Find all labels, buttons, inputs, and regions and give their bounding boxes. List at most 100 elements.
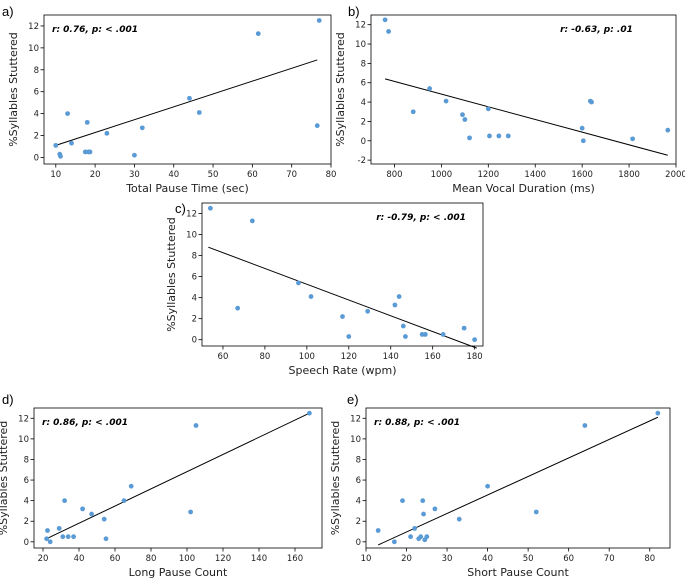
data-point — [422, 332, 428, 337]
data-point — [193, 423, 199, 428]
y-tick-label: 8 — [356, 455, 361, 465]
data-point — [307, 410, 312, 416]
data-point — [103, 536, 109, 542]
y-tick-label: 6 — [356, 476, 361, 486]
regression-line — [384, 78, 668, 156]
data-point — [580, 138, 586, 144]
data-point — [188, 509, 194, 515]
data-point — [424, 534, 430, 540]
data-point — [375, 528, 381, 533]
panel-label: d) — [2, 392, 14, 407]
data-point — [84, 119, 90, 125]
data-point — [101, 516, 107, 522]
data-point — [408, 534, 413, 540]
y-tick-label: 12 — [186, 210, 197, 220]
data-point — [255, 31, 261, 37]
y-tick-label: 8 — [24, 455, 29, 465]
y-tick-label: 12 — [18, 414, 29, 424]
stat-annotation: r: -0.63, p: .01 — [560, 25, 633, 35]
y-tick-label: 0 — [34, 153, 39, 163]
y-tick-label: 2 — [34, 132, 39, 142]
x-tick-label: 10 — [361, 554, 372, 564]
x-tick-label: 50 — [523, 554, 534, 564]
x-tick-label: 1200 — [477, 170, 499, 180]
data-point — [249, 218, 255, 224]
y-tick-label: 10 — [28, 44, 39, 54]
y-tick-label: 0 — [356, 538, 361, 548]
y-tick-label: 6 — [361, 79, 366, 89]
chart-panel-d: d) 20 40 60 80 100 120 140 160 0 2 4 6 8 10 12 Long Paus… — [0, 392, 323, 578]
data-point — [400, 498, 405, 504]
y-tick-label: 4 — [361, 98, 366, 108]
x-tick-label: 180 — [466, 352, 482, 362]
x-tick-label: 40 — [74, 554, 85, 564]
x-tick-label: 30 — [442, 554, 453, 564]
y-tick-label: 10 — [355, 40, 366, 50]
panel-label: e) — [347, 392, 359, 407]
y-tick-label: 8 — [34, 66, 39, 76]
x-tick-label: 2000 — [665, 170, 685, 180]
y-tick-label: 2 — [361, 117, 366, 127]
data-point — [314, 123, 320, 129]
x-axis-label: Mean Vocal Duration (ms) — [452, 182, 595, 195]
data-point — [87, 149, 93, 155]
data-point — [579, 125, 585, 131]
x-tick-label: 60 — [563, 554, 574, 564]
y-tick-label: 4 — [34, 110, 39, 120]
x-tick-label: 1800 — [618, 170, 640, 180]
data-point — [60, 534, 66, 540]
y-tick-label: 2 — [356, 517, 361, 527]
x-tick-label: 40 — [482, 554, 493, 564]
plot-frame — [33, 407, 323, 549]
y-tick-label: 12 — [350, 414, 361, 424]
x-tick-label: 60 — [110, 554, 121, 564]
y-tick-label: 4 — [24, 497, 29, 507]
chart-panel-e: e) 10 20 30 40 50 60 70 80 0 2 4 6 8 10 12 Short Pause C… — [329, 392, 671, 578]
y-tick-label: 4 — [192, 294, 197, 304]
y-tick-label: 10 — [18, 435, 29, 445]
data-point — [533, 509, 539, 515]
plot-frame — [201, 202, 484, 347]
y-tick-label: 0 — [361, 137, 366, 147]
x-tick-label: 1000 — [431, 170, 453, 180]
data-point — [462, 117, 468, 122]
data-point — [316, 18, 322, 23]
x-tick-label: 40 — [168, 170, 179, 180]
data-point — [655, 410, 661, 416]
data-point — [69, 140, 74, 146]
x-tick-label: 1600 — [571, 170, 593, 180]
x-tick-label: 60 — [218, 352, 229, 362]
x-tick-label: 70 — [604, 554, 615, 564]
data-point — [53, 142, 59, 148]
y-tick-label: 6 — [34, 88, 39, 98]
data-point — [187, 95, 192, 101]
y-axis-label: %Syllables Stuttered — [334, 32, 347, 147]
data-point — [472, 337, 478, 343]
y-tick-label: 6 — [192, 273, 197, 283]
data-point — [340, 314, 345, 319]
data-point — [467, 135, 472, 141]
data-point — [456, 516, 462, 522]
data-point — [386, 29, 391, 34]
y-tick-label: 0 — [192, 336, 197, 346]
chart-panel-a: a) 10 20 30 40 50 60 70 80 0 2 4 6 8 10 12 Total Pause T… — [2, 4, 336, 195]
data-point — [207, 205, 213, 211]
x-tick-label: 800 — [386, 170, 402, 180]
data-point — [65, 111, 70, 117]
y-tick-label: 2 — [192, 315, 197, 325]
regression-line — [55, 59, 318, 146]
data-point — [420, 498, 426, 504]
x-tick-label: 160 — [425, 352, 441, 362]
y-tick-label: 10 — [350, 435, 361, 445]
data-point — [440, 332, 446, 337]
x-tick-label: 120 — [215, 554, 231, 564]
data-point — [410, 109, 416, 115]
data-point — [121, 498, 127, 504]
x-tick-label: 10 — [50, 170, 61, 180]
x-axis-label: Speech Rate (wpm) — [288, 364, 396, 377]
data-point — [418, 534, 424, 540]
plot-frame — [43, 14, 332, 165]
panel-label: c) — [175, 201, 186, 216]
